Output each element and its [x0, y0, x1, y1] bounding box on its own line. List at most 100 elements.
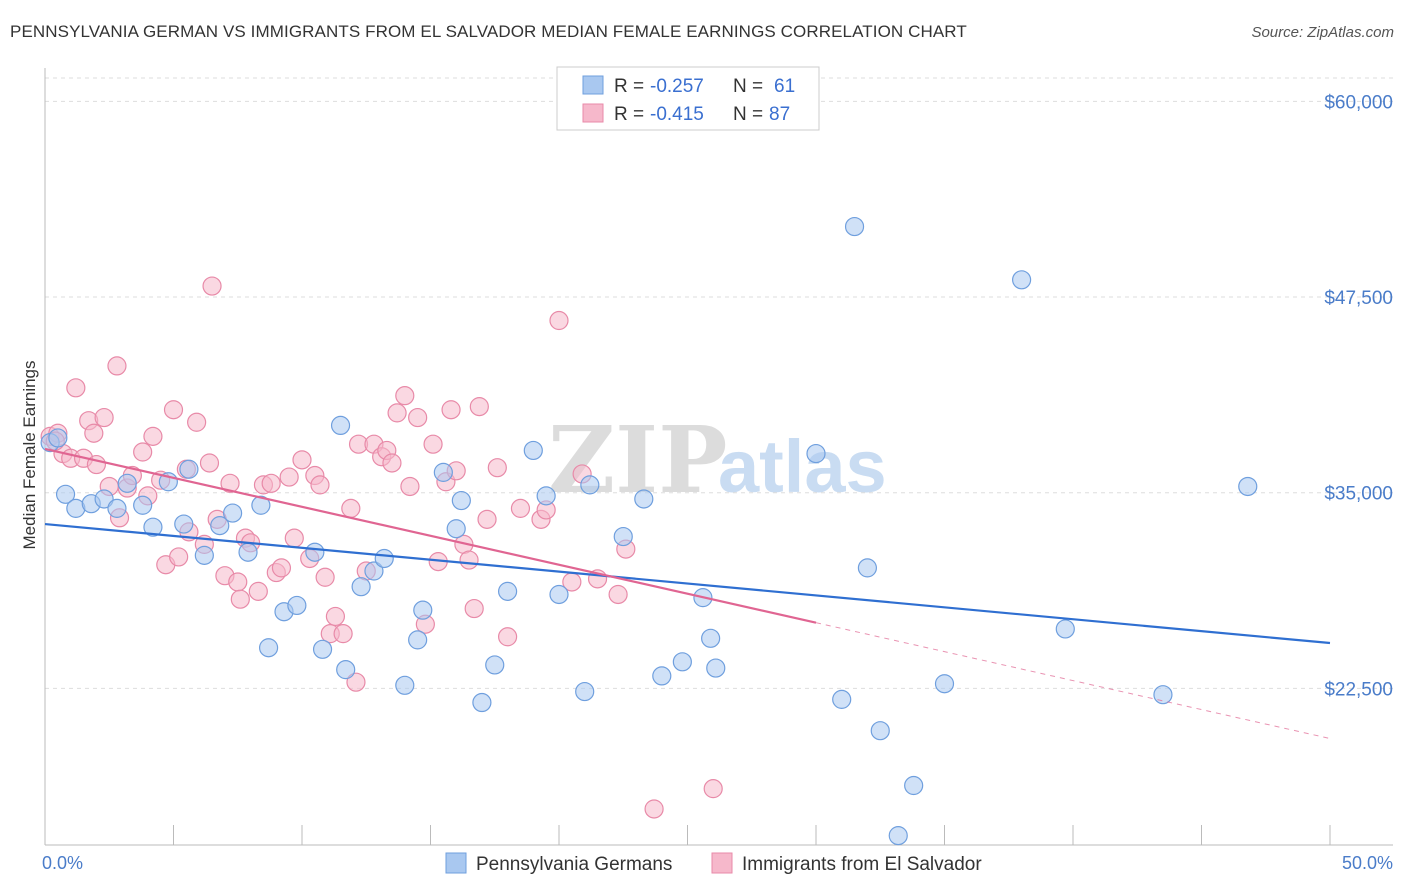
data-point [451, 490, 471, 511]
data-point [374, 548, 394, 569]
data-point [844, 216, 865, 237]
trend-line-blue [44, 522, 1331, 645]
data-point [652, 666, 672, 686]
data-point [133, 495, 153, 515]
data-point [117, 473, 137, 493]
data-point [333, 624, 353, 644]
data-point [1055, 619, 1075, 639]
legend-n-value-pink: 87 [769, 104, 790, 125]
data-point [477, 509, 497, 529]
legend-swatch-pink [582, 103, 604, 123]
data-point [934, 674, 955, 694]
data-point [248, 581, 268, 601]
data-point [341, 498, 361, 518]
data-point [310, 475, 330, 495]
data-point [395, 675, 415, 695]
data-point [487, 458, 507, 478]
data-point [1011, 270, 1032, 290]
watermark-atlas: atlas [718, 425, 887, 508]
data-point [336, 660, 356, 680]
data-point [549, 310, 569, 331]
legend-swatch-blue [582, 75, 604, 95]
data-point [84, 423, 104, 443]
data-point [107, 498, 127, 518]
data-point [446, 519, 466, 539]
data-point [469, 397, 489, 417]
data-point [312, 639, 333, 659]
data-point [857, 558, 878, 578]
bottom-legend: Pennsylvania Germans Immigrants from El … [445, 852, 982, 875]
legend-r-label-blue: R = [614, 76, 644, 97]
data-point [510, 498, 531, 518]
data-point [395, 386, 415, 406]
data-point [413, 600, 433, 620]
data-point [220, 473, 240, 493]
data-point [223, 503, 243, 523]
data-point [575, 681, 595, 702]
data-point [498, 581, 518, 601]
y-tick-labels: $22,500 $35,000 $47,500 $60,000 [1324, 92, 1393, 700]
data-point [904, 775, 924, 796]
legend-n-label-blue: N = [733, 76, 763, 97]
data-point [169, 547, 189, 567]
data-point [271, 558, 292, 578]
legend-r-value-blue: -0.257 [650, 76, 704, 97]
data-point [441, 400, 461, 420]
legend-n-label-pink: N = [733, 104, 763, 125]
y-tick-label: $22,500 [1324, 679, 1393, 700]
data-point [174, 514, 194, 534]
legend-r-label-pink: R = [614, 104, 644, 125]
data-point [202, 276, 222, 296]
y-tick-label: $35,000 [1324, 484, 1393, 505]
data-point [1238, 476, 1258, 497]
data-point [870, 721, 890, 741]
data-point [433, 462, 453, 482]
data-point [199, 453, 220, 473]
data-point [210, 516, 230, 536]
data-point [66, 378, 86, 398]
trend-line-pink-extrapolated [815, 622, 1331, 740]
data-point [251, 495, 271, 515]
data-point [194, 545, 214, 565]
data-point [485, 655, 505, 675]
data-point [703, 779, 723, 799]
legend-n-value-blue: 61 [774, 76, 795, 97]
data-point [230, 589, 250, 609]
x-tick-label-max: 50.0% [1342, 853, 1393, 873]
data-point [315, 567, 335, 587]
data-point [107, 356, 127, 376]
data-point [55, 484, 76, 504]
data-point [279, 467, 299, 487]
data-point [187, 412, 207, 432]
data-point [580, 475, 600, 495]
legend-box: R = -0.257 N = 61 R = -0.415 N = 87 [556, 66, 820, 131]
bottom-legend-swatch-blue [445, 852, 467, 874]
chart-title: PENNSYLVANIA GERMAN VS IMMIGRANTS FROM E… [10, 22, 967, 41]
data-point [284, 528, 304, 548]
bottom-legend-swatch-pink [711, 852, 733, 874]
data-point [287, 595, 307, 616]
data-point [94, 407, 114, 428]
data-point [459, 550, 479, 570]
data-point [888, 826, 908, 846]
data-point [672, 652, 692, 672]
data-point [325, 606, 346, 627]
data-point [423, 434, 443, 454]
data-point [351, 577, 371, 597]
y-tick-label: $47,500 [1324, 288, 1393, 309]
data-point [179, 459, 199, 479]
x-tick-label-min: 0.0% [42, 853, 83, 873]
series-immigrants-el-salvador [40, 276, 723, 819]
legend-r-value-pink: -0.415 [650, 104, 704, 125]
data-point [346, 672, 366, 692]
data-point [536, 486, 556, 506]
data-point [133, 442, 153, 462]
data-point [261, 473, 281, 493]
data-point [143, 517, 163, 537]
data-point [608, 584, 628, 605]
data-point [364, 561, 384, 581]
data-point [832, 689, 852, 709]
data-point [305, 542, 325, 562]
y-tick-label: $60,000 [1324, 92, 1393, 113]
